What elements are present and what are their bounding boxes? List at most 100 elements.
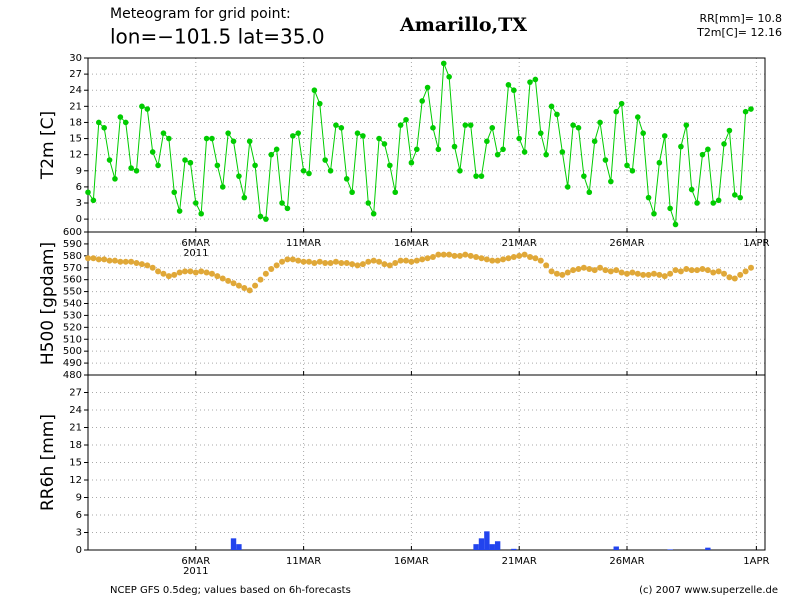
point [543,151,549,158]
point [359,261,366,268]
point [381,141,388,147]
point [608,178,614,185]
point [85,189,91,196]
point [386,262,393,269]
point [478,173,485,179]
point [451,252,458,259]
point [694,200,700,206]
point [370,210,377,217]
point [473,173,479,179]
point [527,79,533,85]
point [667,270,674,277]
point [483,256,490,263]
point [505,255,512,262]
point [656,159,663,166]
point [300,258,307,265]
point [203,135,210,142]
bar [613,546,619,550]
point [553,270,560,277]
point [354,130,361,136]
x-tick-label: 26MAR [609,238,644,249]
y-tick-label: 24 [69,405,82,416]
point [489,125,496,131]
point [672,267,679,274]
point [586,265,593,272]
point [489,257,496,264]
y-tick-label: 520 [63,322,82,333]
point [516,252,523,259]
point [327,259,334,266]
point [392,259,399,266]
point [295,130,302,136]
point [505,82,512,88]
point [494,151,501,158]
point [246,138,253,145]
point [397,257,404,264]
point [613,108,620,115]
point [139,103,145,110]
point [85,255,91,262]
point [101,256,108,263]
point [688,267,695,274]
footer-credit: (c) 2007 www.superzelle.de [639,585,778,596]
point [607,268,614,275]
point [403,116,409,123]
point [360,133,366,139]
point [424,255,431,262]
point [187,268,194,275]
point [640,271,647,278]
point [618,269,625,276]
point [273,146,280,153]
point [446,73,452,80]
bar [484,531,490,550]
point [316,258,323,265]
point [699,265,706,272]
point [640,130,646,136]
point [262,270,269,277]
point [435,146,442,153]
y-tick-label: 600 [63,227,82,238]
y-tick-label: 490 [63,358,82,369]
point [370,257,377,264]
point [667,205,673,212]
y-tick-label: 570 [63,263,82,274]
point [322,259,329,266]
header-coords: lon=−101.5 lat=35.0 [110,25,325,49]
point [133,259,140,266]
point [456,252,463,259]
bar [230,538,237,550]
point [338,125,345,131]
point [327,167,334,174]
stat-rr: RR[mm]= 10.8 [699,12,782,25]
point [645,194,652,201]
point [742,268,749,275]
point [257,276,264,283]
point [219,184,226,190]
point [650,270,657,277]
point [133,167,140,174]
point [457,167,463,174]
point [332,258,339,265]
y-tick-label: 590 [63,239,82,250]
point [683,122,690,128]
y-tick-label: 480 [63,370,82,381]
point [532,255,539,262]
x-tick-label: 11MAR [286,238,321,249]
point [618,100,625,107]
point [510,254,517,261]
point [661,273,668,280]
point [429,254,436,261]
y-tick-label: 12 [69,150,82,161]
point [241,285,248,292]
point [737,271,744,278]
x-tick-label: 21MAR [502,556,537,567]
point [500,256,507,263]
point [90,197,97,204]
point [580,264,587,271]
point [683,265,690,272]
point [462,122,469,128]
y-tick-label: 18 [69,440,82,451]
point [236,173,242,179]
point [214,273,221,280]
y-tick-label: 530 [63,310,82,321]
